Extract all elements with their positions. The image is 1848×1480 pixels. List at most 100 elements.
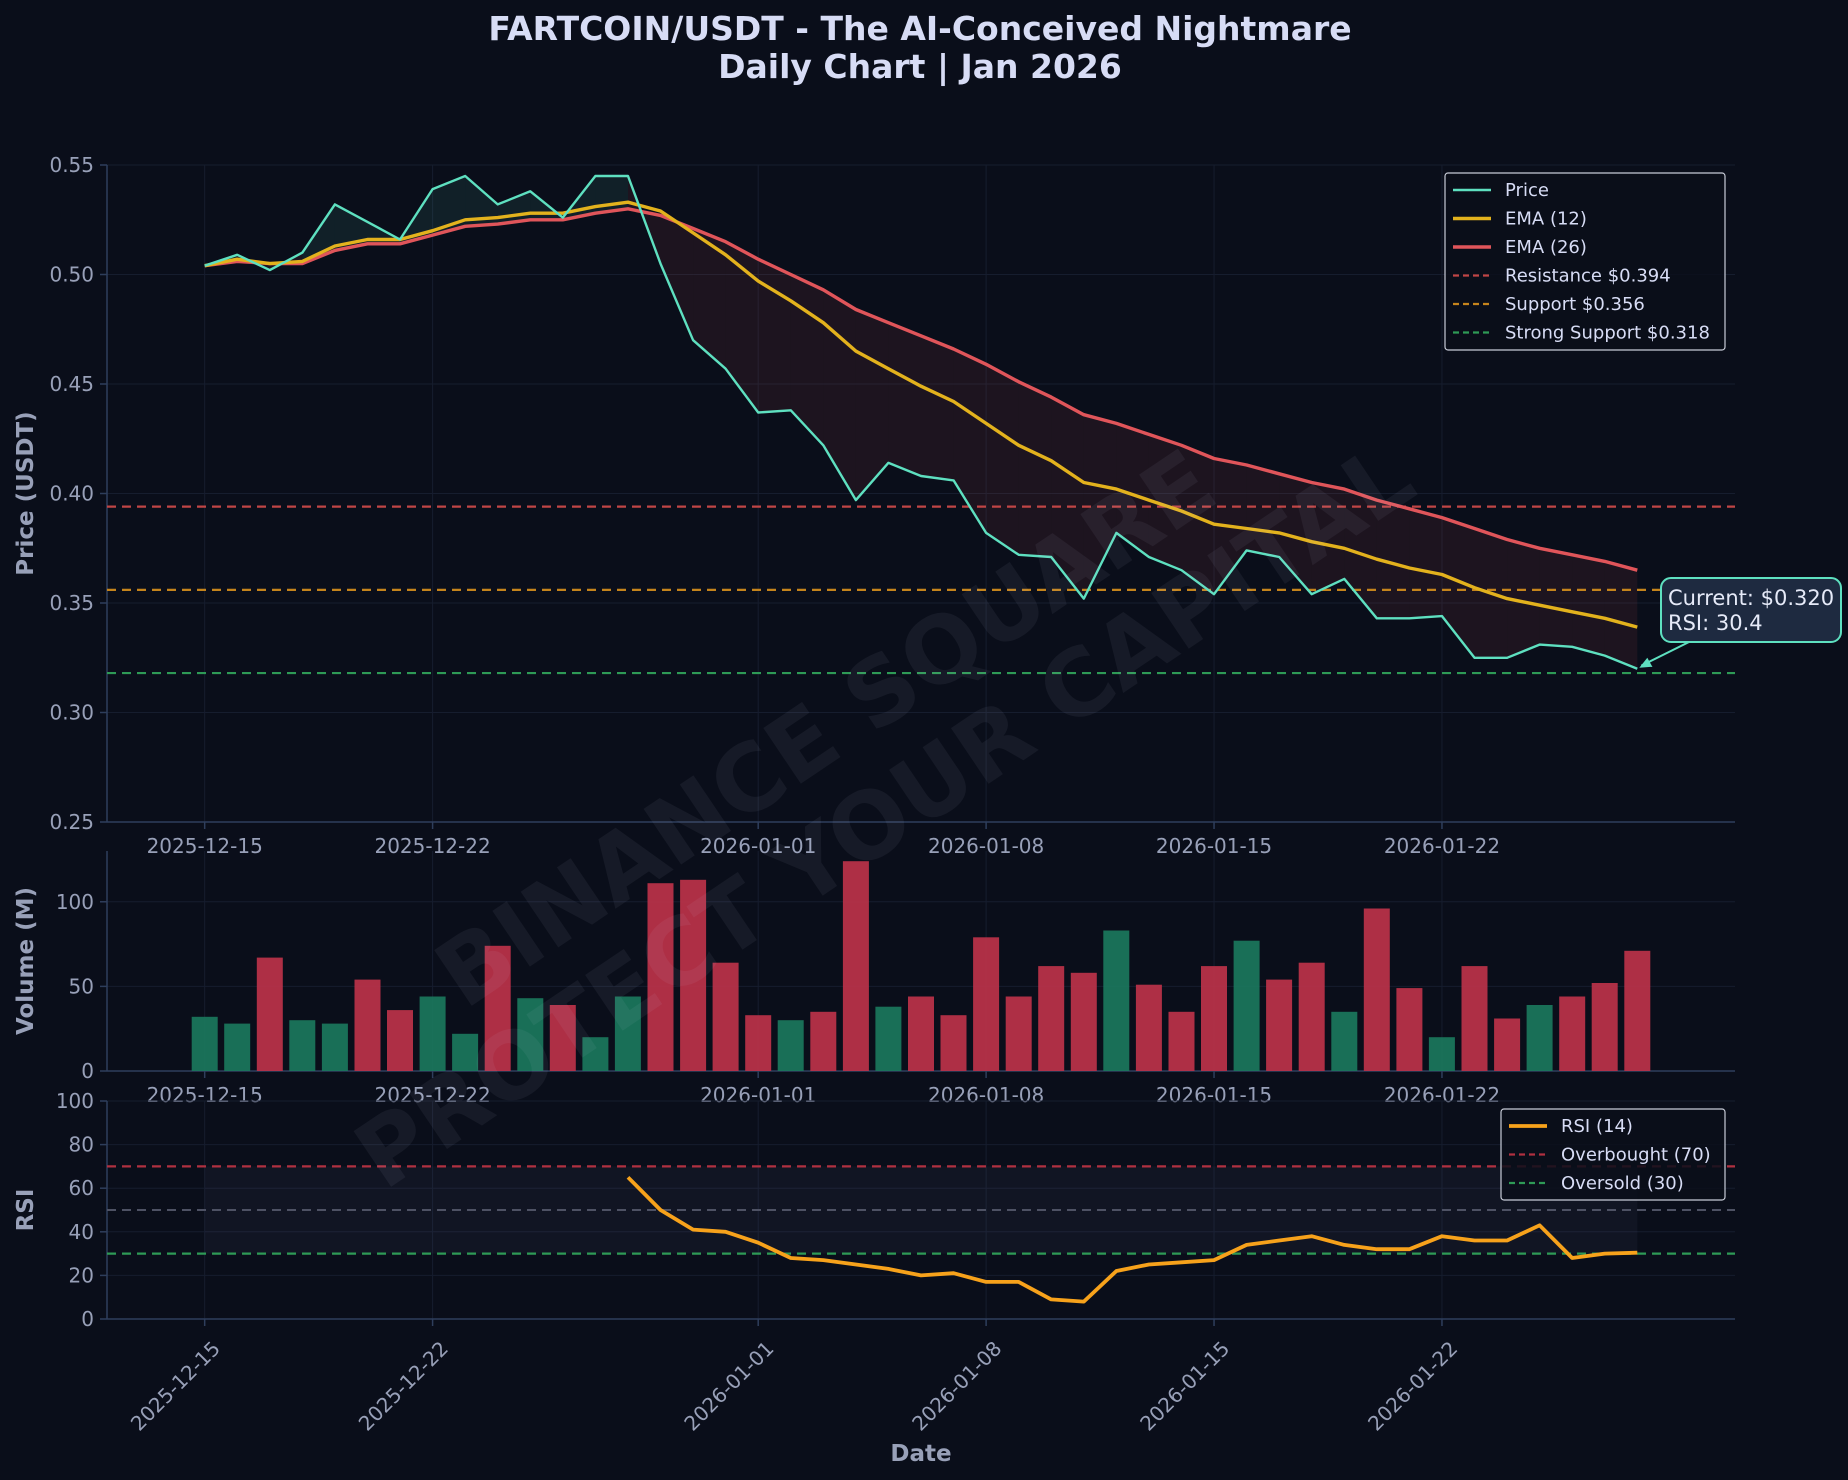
- volume-bar: [1298, 962, 1325, 1071]
- rsi-legend-label: Oversold (30): [1561, 1173, 1684, 1194]
- price-ema-fill-segment: [1018, 381, 1052, 557]
- volume-bar: [777, 1020, 804, 1071]
- price-ema-fill-segment: [1572, 554, 1605, 656]
- volume-ylabel: Volume (M): [13, 887, 39, 1035]
- annotation-box: [1660, 577, 1842, 643]
- price-ema-fill-segment: [953, 349, 987, 533]
- annotation-arrow-head: [1639, 657, 1653, 668]
- price-ema-fill-segment: [660, 215, 694, 341]
- price-ema-fill-segment: [1409, 508, 1442, 619]
- volume-bar: [387, 1010, 413, 1071]
- price-ema-fill-segment: [1051, 397, 1084, 599]
- volume-bar: [842, 861, 869, 1071]
- rsi-line: [626, 1175, 1638, 1304]
- price-ema-fill-segment: [1279, 473, 1312, 595]
- volume-ytick-label: 0: [81, 1059, 94, 1083]
- price-ema-fill-segment: [693, 228, 726, 369]
- price-ytick-label: 0.45: [49, 372, 94, 396]
- rsi-ytick-label: 100: [56, 1089, 94, 1113]
- price-ema-fill-segment: [725, 241, 759, 413]
- volume-bar: [1363, 908, 1390, 1071]
- volume-bar: [289, 1020, 316, 1071]
- rsi-legend-box: [1500, 1108, 1726, 1201]
- price-legend-label: Strong Support $0.318: [1505, 323, 1710, 344]
- price-ytick-label: 0.35: [49, 591, 94, 615]
- volume-bar: [1624, 950, 1651, 1071]
- volume-bar: [908, 996, 934, 1071]
- price-legend-label: Price: [1505, 180, 1549, 201]
- volume-bar: [1201, 966, 1227, 1071]
- volume-bar: [1494, 1018, 1521, 1071]
- rsi-legend: RSI (14) Overbought (70) Oversold (30): [1500, 1108, 1726, 1201]
- volume-bar: [1168, 1011, 1195, 1071]
- volume-bar: [875, 1006, 902, 1071]
- volume-bar: [582, 1037, 609, 1071]
- price-ema-fill-segment: [1539, 548, 1573, 647]
- volume-bar: [1038, 966, 1065, 1071]
- volume-bar: [517, 998, 544, 1071]
- rsi-ytick-label: 60: [69, 1176, 94, 1200]
- volume-bar: [1396, 988, 1423, 1071]
- volume-bar: [1591, 983, 1618, 1071]
- volume-bar: [1070, 972, 1097, 1071]
- volume-bar: [1103, 930, 1130, 1071]
- volume-bar: [1331, 1011, 1358, 1071]
- price-line: [204, 174, 1638, 670]
- volume-bar: [256, 957, 283, 1071]
- volume-bar: [1266, 979, 1293, 1071]
- price-ytick-label: 0.50: [49, 263, 94, 287]
- volume-bar: [1461, 966, 1488, 1071]
- price-ema-fill-segment: [1507, 539, 1540, 658]
- volume-bar: [810, 1011, 837, 1071]
- price-ytick-label: 0.40: [49, 482, 94, 506]
- chart-title-line1: FARTCOIN/USDT - The AI-Conceived Nightma…: [488, 9, 1351, 48]
- annotation-rsi: RSI: 30.4: [1668, 611, 1763, 635]
- volume-bar: [1233, 940, 1260, 1071]
- volume-bar: [419, 996, 446, 1071]
- price-ema-fill-segment: [1116, 423, 1149, 557]
- price-ema-fill-segment: [1246, 465, 1280, 557]
- volume-bar: [191, 1016, 218, 1071]
- volume-bar: [224, 1023, 251, 1071]
- rsi-ylabel: RSI: [13, 1189, 39, 1232]
- volume-bar: [1135, 984, 1162, 1071]
- price-ema-fill-segment: [465, 176, 498, 227]
- annotation-current-price: Current: $0.320: [1668, 586, 1834, 610]
- rsi-ytick-label: 80: [69, 1133, 94, 1157]
- rsi-ytick-label: 40: [69, 1220, 94, 1244]
- rsi-legend-label: Overbought (70): [1561, 1145, 1711, 1166]
- price-ema-fill-segment: [1604, 561, 1638, 669]
- price-ema-fill-segment: [1311, 482, 1345, 595]
- volume-bar: [940, 1015, 967, 1071]
- price-ema-fill-segment: [1148, 434, 1182, 571]
- volume-bar: [354, 979, 381, 1071]
- chart-title-line2: Daily Chart | Jan 2026: [718, 47, 1122, 86]
- price-ema-fill-segment: [1181, 445, 1214, 595]
- price-legend-label: EMA (26): [1505, 237, 1587, 258]
- volume-bar: [712, 962, 739, 1071]
- volume-bar: [484, 945, 511, 1071]
- volume-bar: [452, 1033, 479, 1071]
- rsi-legend-label: RSI (14): [1561, 1116, 1633, 1137]
- volume-bar: [1428, 1037, 1455, 1071]
- price-legend: Price EMA (12) EMA (26) Resistance $0.394 Su…: [1444, 172, 1726, 351]
- rsi-xlabel: Date: [890, 1441, 951, 1467]
- price-ema-fill-segment: [921, 335, 954, 481]
- annotation-arrow-line: [1640, 639, 1694, 667]
- price-ema-fill-segment: [334, 204, 368, 251]
- rsi-ytick-label: 0: [81, 1307, 94, 1331]
- rsi-ytick-label: 20: [69, 1263, 94, 1287]
- price-ylabel: Price (USDT): [13, 411, 39, 575]
- price-ema-fill-segment: [1376, 500, 1410, 619]
- volume-bar: [614, 996, 641, 1071]
- price-ema-fill-segment: [1442, 517, 1475, 658]
- ema12-line: [204, 200, 1638, 629]
- volume-bar: [1005, 996, 1032, 1071]
- price-legend-box: [1444, 172, 1726, 351]
- volume-ytick-label: 50: [69, 974, 94, 998]
- price-ytick-label: 0.55: [49, 153, 94, 177]
